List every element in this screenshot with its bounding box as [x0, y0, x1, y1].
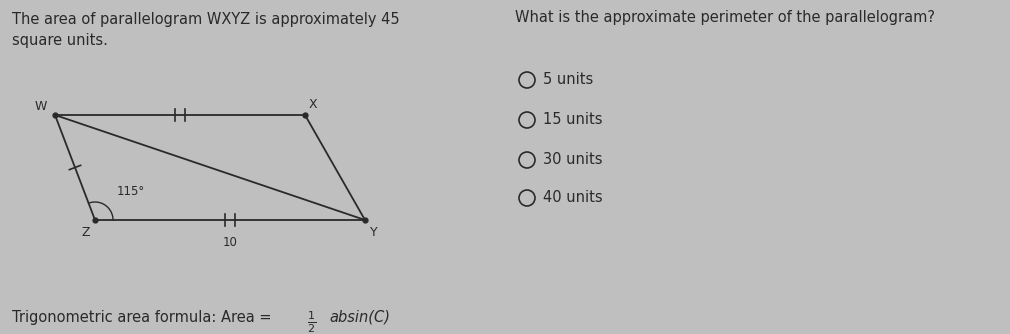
Text: 40 units: 40 units: [543, 190, 603, 205]
Text: 5 units: 5 units: [543, 72, 593, 88]
Text: Z: Z: [82, 226, 90, 239]
Text: $\frac{1}{2}$: $\frac{1}{2}$: [307, 309, 316, 334]
Text: absin(C): absin(C): [329, 310, 390, 325]
Text: The area of parallelogram WXYZ is approximately 45: The area of parallelogram WXYZ is approx…: [12, 12, 400, 27]
Text: Y: Y: [370, 226, 378, 239]
Text: Trigonometric area formula: Area =: Trigonometric area formula: Area =: [12, 310, 276, 325]
Text: X: X: [309, 98, 317, 111]
Text: 10: 10: [222, 236, 237, 249]
Text: 115°: 115°: [117, 185, 145, 198]
Text: square units.: square units.: [12, 33, 108, 48]
Text: W: W: [34, 100, 47, 113]
Text: 30 units: 30 units: [543, 153, 603, 167]
Text: What is the approximate perimeter of the parallelogram?: What is the approximate perimeter of the…: [515, 10, 935, 25]
Text: 15 units: 15 units: [543, 113, 603, 128]
